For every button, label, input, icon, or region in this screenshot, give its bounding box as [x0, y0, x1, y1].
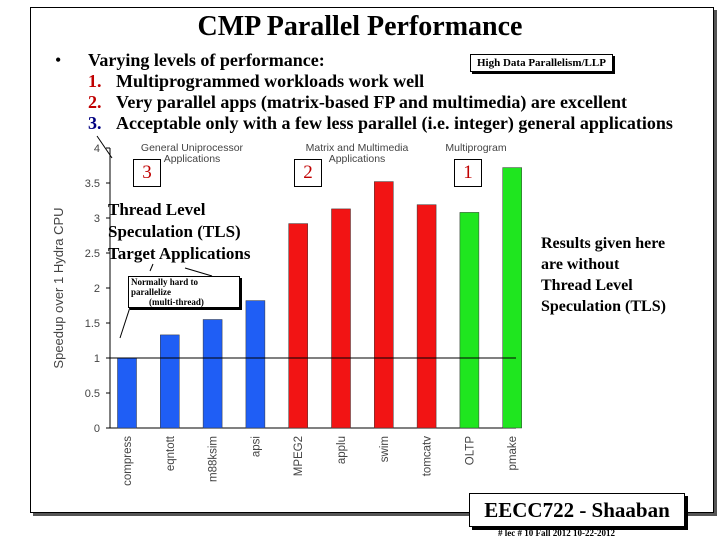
results-line: Thread Level [541, 277, 633, 294]
y-axis-label: Speedup over 1 Hydra CPU [51, 207, 66, 368]
group-header: Matrix and Multimedia Applications [306, 142, 409, 165]
bar-compress [117, 357, 137, 429]
tls-line: Target Applications [108, 244, 251, 263]
tls-line: Speculation (TLS) [108, 222, 241, 241]
y-tick-label: 1 [94, 353, 100, 365]
bar-apsi [245, 300, 266, 429]
item-text: Very parallel apps (matrix-based FP and … [116, 92, 627, 112]
hard-to-parallelize-note: Normally hard to parallelize (multi-thre… [128, 276, 240, 308]
note-line: Normally hard to parallelize [131, 277, 198, 297]
note-line: (multi-thread) [149, 297, 204, 307]
high-parallelism-callout: High Data Parallelism/LLP [470, 54, 613, 72]
x-tick-label: compress [122, 436, 134, 486]
bar-swim [374, 181, 394, 429]
bar-OLTP [459, 212, 480, 429]
item-number: 2. [88, 92, 102, 112]
y-tick-label: 3 [94, 213, 100, 225]
results-line: Speculation (TLS) [541, 298, 666, 315]
y-tick-label: 0 [94, 423, 100, 435]
item-number: 3. [88, 113, 102, 133]
bar-MPEG2 [288, 223, 308, 429]
x-tick-label: OLTP [464, 436, 476, 466]
x-tick-label: MPEG2 [293, 436, 305, 476]
x-tick-label: eqntott [165, 435, 177, 471]
x-tick-label: tomcatv [422, 436, 434, 477]
y-tick-label: 0.5 [85, 388, 100, 400]
results-line: are without [541, 256, 620, 273]
slide-title: CMP Parallel Performance [197, 11, 523, 42]
bar-m88ksim [202, 319, 223, 429]
group-header: Multiprogram [445, 142, 507, 154]
y-tick-label: 1.5 [85, 318, 100, 330]
y-tick-label: 4 [94, 143, 100, 155]
x-tick-label: swim [379, 436, 391, 462]
group-number-2: 2 [294, 159, 322, 187]
item-text: Acceptable only with a few less parallel… [116, 113, 673, 133]
bar-applu [331, 208, 351, 429]
intro-text: Varying levels of performance: [88, 50, 325, 70]
item-number: 1. [88, 71, 102, 91]
list-item: 3. Acceptable only with a few less parall… [88, 113, 673, 134]
course-footer: EECC722 - Shaaban [469, 493, 685, 527]
y-tick-label: 2 [94, 283, 100, 295]
tls-label: Thread Level Speculation (TLS) Target Ap… [108, 199, 250, 265]
x-tick-label: m88ksim [208, 436, 220, 482]
slide-meta: # lec # 10 Fall 2012 10-22-2012 [498, 528, 615, 538]
x-tick-label: apsi [250, 436, 262, 457]
bar-tomcatv [416, 204, 437, 429]
x-tick-label: pmake [507, 436, 519, 471]
bullet-marker: • [55, 50, 62, 70]
bar-eqntott [160, 334, 180, 429]
y-tick-label: 2.5 [85, 248, 100, 260]
list-item: 1. Multiprogrammed workloads work well [88, 71, 424, 92]
note-pointer-right [184, 267, 213, 277]
slide-frame [30, 7, 714, 513]
results-line: Results given here [541, 235, 666, 252]
group-number-1: 1 [454, 159, 482, 187]
x-tick-label: applu [336, 436, 348, 464]
bar-pmake [502, 167, 522, 429]
group-number-3: 3 [133, 159, 161, 187]
y-tick-label: 3.5 [85, 178, 100, 190]
note-pointer-mid [149, 263, 154, 272]
results-note: Results given here are without Thread Le… [541, 233, 666, 317]
item-text: Multiprogrammed workloads work well [116, 71, 425, 91]
group-header: General Uniprocessor Applications [141, 142, 244, 165]
item3-pointer [96, 135, 113, 159]
tls-line: Thread Level [108, 200, 206, 219]
list-item: 2. Very parallel apps (matrix-based FP an… [88, 92, 627, 113]
